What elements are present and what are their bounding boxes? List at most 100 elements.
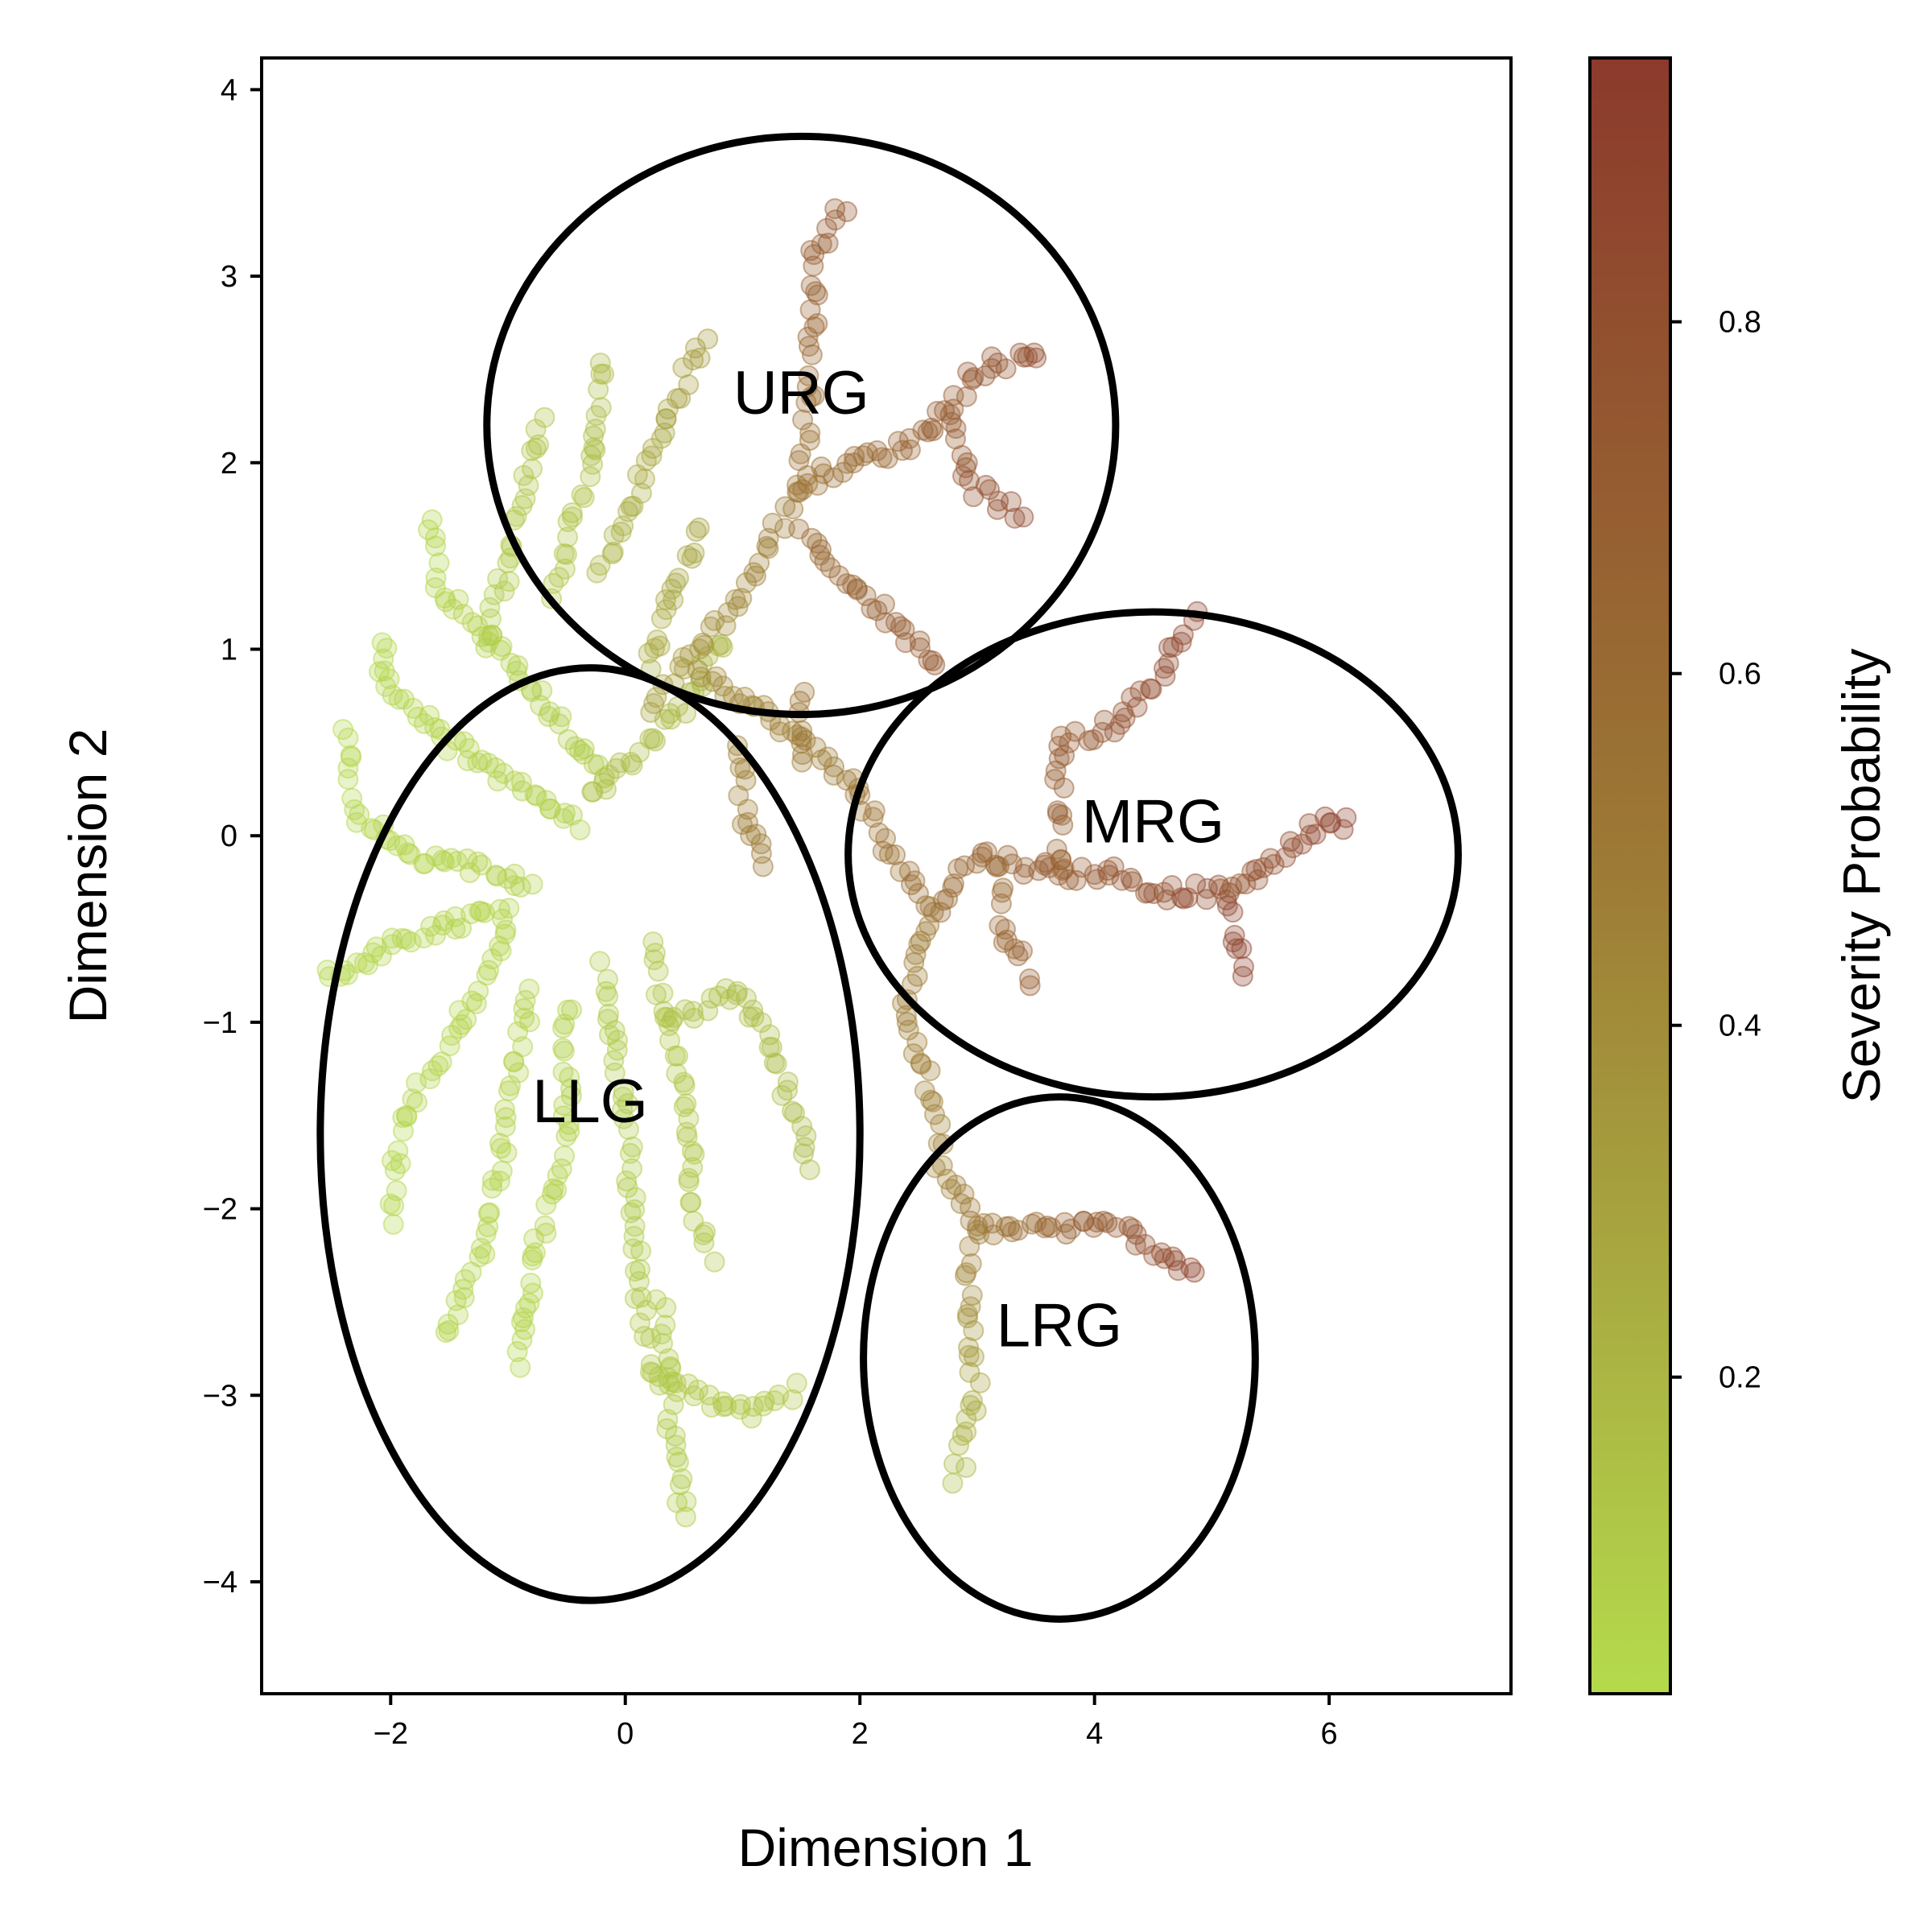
scatter-point — [777, 1071, 799, 1093]
colorbar-title: Severity Probability — [1831, 649, 1891, 1104]
scatter-point — [543, 572, 564, 594]
y-tick-label: −1 — [203, 1006, 237, 1040]
scatter-point — [674, 1075, 696, 1096]
scatter-point — [1235, 873, 1257, 895]
scatter-point — [613, 1108, 634, 1129]
scatter-point — [1013, 506, 1034, 528]
scatter-point — [1044, 769, 1066, 791]
scatter-point — [995, 358, 1017, 380]
scatter-point — [486, 865, 508, 887]
scatter-point — [1026, 347, 1047, 369]
scatter-point — [498, 571, 520, 592]
scatter-point — [504, 770, 526, 792]
scatter-point — [794, 1137, 815, 1158]
scatter-point — [1019, 975, 1041, 997]
scatter-point — [777, 1080, 799, 1101]
cluster-ellipse-lrg — [860, 1093, 1259, 1623]
scatter-point — [874, 612, 896, 634]
scatter-point — [908, 882, 929, 904]
cluster-ellipse-llg — [316, 664, 864, 1604]
x-tick-label: −2 — [374, 1717, 408, 1751]
scatter-point — [571, 484, 592, 506]
scatter-point — [345, 811, 367, 833]
scatter-point — [800, 275, 822, 296]
scatter-point — [803, 316, 825, 337]
scatter-point — [943, 873, 964, 894]
cluster-label-mrg: MRG — [1082, 788, 1224, 857]
scatter-point — [1170, 631, 1192, 653]
scatter-point — [969, 1372, 991, 1393]
scatter-point — [535, 1194, 557, 1216]
scatter-point — [862, 807, 884, 828]
scatter-point — [817, 233, 839, 254]
scatter-point — [452, 1278, 474, 1300]
scatter-point — [601, 543, 623, 564]
cluster-label-llg: LLG — [532, 1067, 648, 1136]
scatter-point — [956, 452, 978, 473]
scatter-point — [1007, 945, 1029, 967]
scatter-point — [688, 517, 710, 539]
scatter-point — [704, 1251, 725, 1273]
scatter-point — [597, 985, 619, 1007]
scatter-point — [668, 1451, 689, 1473]
scatter-point — [441, 1025, 463, 1046]
scatter-point — [554, 1145, 576, 1166]
scatter-point — [697, 328, 719, 350]
scatter-point — [964, 1346, 985, 1368]
scatter-point — [762, 512, 783, 534]
scatter-point — [394, 688, 415, 710]
scatter-point — [493, 580, 515, 602]
scatter-point — [617, 1119, 639, 1141]
scatter-point — [510, 771, 532, 793]
scatter-point — [956, 1456, 976, 1478]
x-tick-label: 6 — [1321, 1717, 1338, 1751]
scatter-point — [791, 720, 813, 741]
scatter-point — [379, 1193, 401, 1215]
scatter-point — [924, 1104, 945, 1125]
scatter-point — [582, 781, 604, 803]
scatter-point — [667, 388, 688, 410]
scatter-point — [685, 521, 707, 542]
scatter-point — [428, 552, 450, 574]
scatter-point — [493, 1099, 515, 1121]
scatter-point — [930, 1113, 952, 1135]
scatter-point — [731, 588, 753, 609]
scatter-point — [629, 741, 650, 763]
scatter-point — [589, 353, 611, 374]
scatter-point — [655, 589, 676, 611]
scatter-point — [535, 1222, 557, 1244]
scatter-point — [1060, 1218, 1082, 1240]
scatter-point — [663, 1006, 684, 1028]
scatter-point — [799, 429, 820, 451]
y-tick-label: −2 — [203, 1193, 237, 1227]
scatter-point — [678, 1170, 700, 1192]
scatter-point — [990, 893, 1012, 914]
scatter-point — [1004, 507, 1026, 529]
scatter-point — [393, 1121, 414, 1142]
cluster-label-lrg: LRG — [997, 1291, 1122, 1360]
scatter-point — [1120, 867, 1141, 889]
scatter-point — [750, 1012, 772, 1034]
scatter-point — [927, 401, 948, 422]
scatter-point — [469, 900, 490, 922]
scatter-point — [652, 982, 674, 1004]
y-axis-title: Dimension 2 — [58, 729, 118, 1024]
scatter-point — [689, 347, 711, 369]
y-tick-label: 3 — [221, 260, 237, 294]
scatter-point — [871, 447, 893, 469]
scatter-point — [943, 1453, 965, 1475]
scatter-point — [796, 376, 818, 398]
scatter-point — [562, 506, 584, 528]
scatter-point — [1247, 869, 1269, 890]
x-axis-ticks: −2 0 2 4 6 — [374, 1694, 1338, 1751]
scatter-point — [478, 625, 499, 646]
scatter-point — [782, 1389, 803, 1410]
scatter-point — [905, 943, 927, 965]
scatter-point — [700, 616, 721, 638]
scatter-point — [922, 650, 943, 671]
scatter-point — [1046, 800, 1068, 822]
scatter-point — [892, 440, 913, 461]
scatter-point — [422, 1060, 443, 1082]
scatter-point — [791, 726, 812, 748]
scatter-point — [435, 1322, 456, 1344]
